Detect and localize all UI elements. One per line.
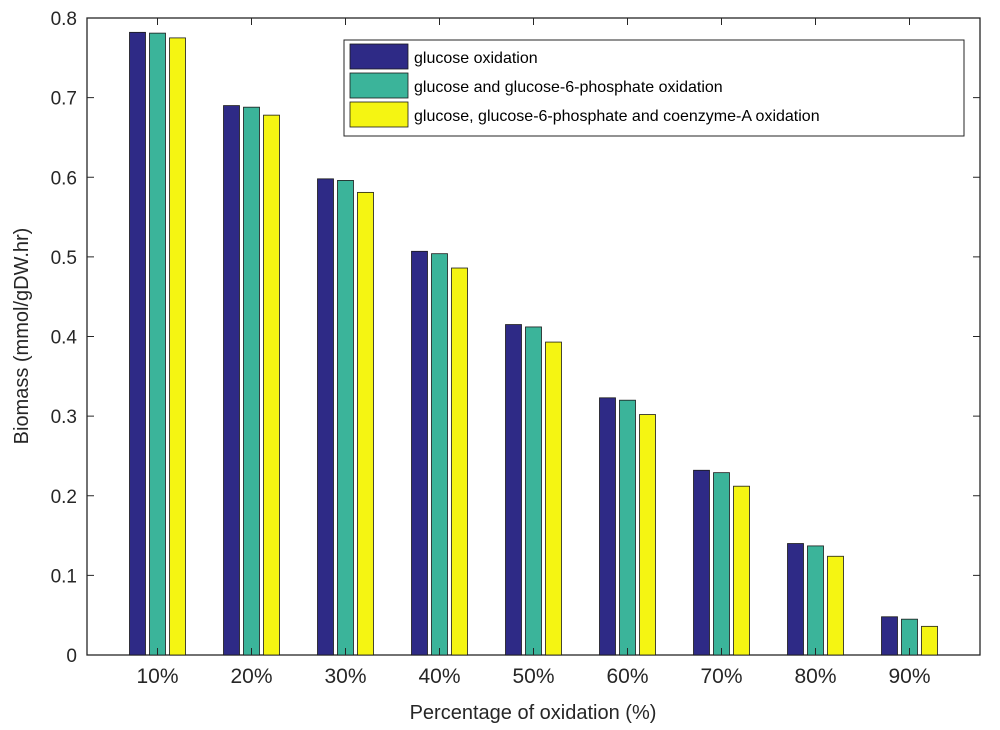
bar-series-1-50pct (505, 324, 522, 656)
bar-series-1-40pct (411, 250, 428, 656)
legend-swatch-3 (349, 101, 409, 128)
x-tick-label: 90% (888, 665, 930, 688)
y-tick-label: 0.7 (51, 89, 77, 110)
y-tick-label: 0.1 (51, 566, 77, 587)
x-axis-label: Percentage of oxidation (%) (410, 702, 657, 724)
bar-series-2-40pct (431, 253, 448, 656)
x-axis: 10% 20% 30% 40% 50% 60% 70% 80% 90% (136, 18, 931, 688)
x-tick-label: 10% (136, 665, 178, 688)
bars (129, 31, 938, 656)
y-axis-label: Biomass (mmol/gDW.hr) (11, 228, 33, 445)
x-tick-label: 50% (512, 665, 554, 688)
x-tick-label: 30% (324, 665, 366, 688)
y-tick-label: 0.3 (51, 407, 77, 428)
bar-series-1-10pct (129, 31, 146, 656)
y-tick-label: 0.5 (51, 248, 77, 269)
bar-series-3-30pct (357, 191, 374, 656)
bar-series-1-70pct (693, 469, 710, 656)
y-tick-label: 0.2 (51, 487, 77, 508)
bar-series-2-80pct (807, 545, 824, 656)
legend-swatch-2 (349, 72, 409, 99)
x-tick-label: 70% (700, 665, 742, 688)
bar-series-3-80pct (827, 555, 844, 656)
y-tick-label: 0 (66, 646, 77, 667)
legend-box (343, 39, 965, 137)
legend-swatch-1 (349, 43, 409, 70)
bar-series-3-70pct (733, 485, 750, 656)
y-tick-label: 0.6 (51, 168, 77, 189)
bar-series-3-40pct (451, 267, 468, 656)
legend-label-2: glucose and glucose-6-phosphate oxidatio… (414, 79, 723, 96)
bar-series-1-60pct (599, 397, 616, 656)
bar-series-2-70pct (713, 472, 730, 656)
bar-series-2-60pct (619, 399, 636, 656)
bar-series-2-30pct (337, 180, 354, 656)
bar-series-3-10pct (169, 37, 186, 656)
x-tick-label: 40% (418, 665, 460, 688)
bar-series-1-30pct (317, 178, 334, 656)
y-axis: 0 0.1 0.2 0.3 0.4 0.5 0.6 0.7 0.8 (51, 9, 980, 667)
bar-series-2-50pct (525, 326, 542, 656)
bar-series-1-80pct (787, 543, 804, 656)
legend: glucose oxidation glucose and glucose-6-p… (343, 39, 965, 137)
x-tick-label: 60% (606, 665, 648, 688)
bar-series-3-90pct (921, 625, 938, 656)
y-tick-label: 0.4 (51, 328, 78, 349)
x-tick-label: 80% (794, 665, 836, 688)
x-tick-label: 20% (230, 665, 272, 688)
bar-series-3-50pct (545, 341, 562, 656)
bar-series-1-20pct (223, 105, 240, 656)
bar-series-2-20pct (243, 106, 260, 656)
bar-series-2-10pct (149, 32, 166, 656)
legend-label-1: glucose oxidation (414, 50, 538, 67)
bar-series-3-60pct (639, 414, 656, 656)
legend-label-3: glucose, glucose-6-phosphate and coenzym… (414, 108, 820, 125)
bar-series-1-90pct (881, 616, 898, 656)
bar-series-3-20pct (263, 114, 280, 656)
y-tick-label: 0.8 (51, 9, 77, 30)
